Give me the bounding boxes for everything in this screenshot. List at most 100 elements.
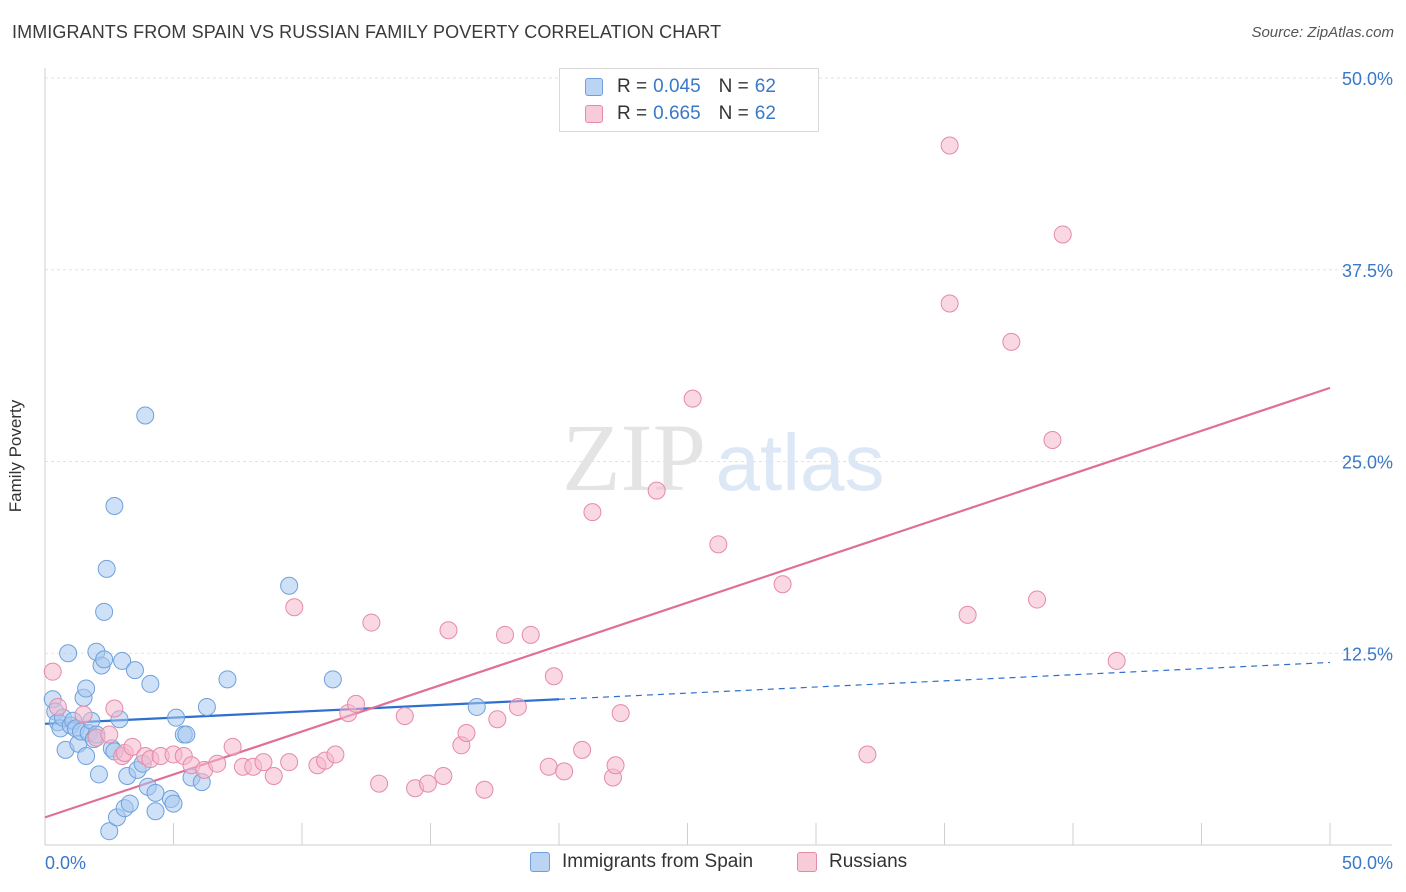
- point-russians: [418, 774, 437, 793]
- point-russians: [74, 705, 93, 724]
- bottom-legend-swatch-russians: [797, 852, 817, 872]
- point-spain: [89, 765, 108, 784]
- legend-r-value: 0.045: [653, 76, 701, 97]
- point-russians: [573, 740, 592, 759]
- legend-swatch-spain: [585, 78, 603, 96]
- point-russians: [521, 625, 540, 644]
- point-spain: [177, 725, 196, 744]
- point-russians: [208, 754, 227, 773]
- point-spain: [95, 650, 114, 669]
- point-spain: [97, 559, 116, 578]
- point-russians: [280, 753, 299, 772]
- point-russians: [555, 762, 574, 781]
- point-spain: [100, 822, 119, 841]
- point-russians: [709, 535, 728, 554]
- point-russians: [683, 389, 702, 408]
- point-russians: [539, 757, 558, 776]
- point-russians: [105, 699, 124, 718]
- point-spain: [197, 697, 216, 716]
- legend-r-label: R =: [617, 76, 648, 97]
- point-russians: [1107, 651, 1126, 670]
- x-tick-label-max: 50.0%: [1342, 853, 1393, 873]
- point-spain: [95, 602, 114, 621]
- point-spain: [141, 674, 160, 693]
- point-russians: [439, 621, 458, 640]
- point-russians: [958, 605, 977, 624]
- trendline-spain-dashed: [558, 661, 1331, 700]
- bottom-legend-spain: Immigrants from Spain: [530, 851, 753, 873]
- point-russians: [858, 745, 877, 764]
- point-russians: [488, 710, 507, 729]
- point-spain: [59, 644, 78, 663]
- axes: [44, 68, 1392, 846]
- gridlines: [45, 77, 1392, 654]
- point-russians: [606, 756, 625, 775]
- x-tick-label-min: 0.0%: [45, 853, 86, 873]
- chart-title: IMMIGRANTS FROM SPAIN VS RUSSIAN FAMILY …: [12, 22, 722, 42]
- point-russians: [264, 766, 283, 785]
- point-russians: [123, 737, 142, 756]
- point-russians: [370, 774, 389, 793]
- legend-r-value: 0.665: [653, 103, 701, 124]
- point-russians: [940, 294, 959, 313]
- legend-r-label: R =: [617, 103, 648, 124]
- point-spain: [218, 670, 237, 689]
- point-spain: [167, 708, 186, 727]
- point-spain: [105, 496, 124, 515]
- point-russians: [611, 704, 630, 723]
- point-spain: [467, 697, 486, 716]
- legend-n-label: N =: [718, 103, 749, 124]
- point-spain: [125, 661, 144, 680]
- point-russians: [395, 707, 414, 726]
- y-tick-label: 25.0%: [1342, 453, 1393, 473]
- legend-n-value: 62: [754, 103, 776, 124]
- point-russians: [48, 697, 67, 716]
- point-russians: [254, 753, 273, 772]
- point-russians: [1002, 332, 1021, 351]
- watermark-atlas: atlas: [716, 418, 885, 507]
- point-russians: [43, 662, 62, 681]
- legend-row-russians: R = 0.665 N = 62: [585, 102, 776, 126]
- point-spain: [323, 670, 342, 689]
- point-spain: [77, 747, 96, 766]
- point-russians: [647, 481, 666, 500]
- watermark: ZIP atlas: [562, 404, 884, 511]
- point-russians: [940, 136, 959, 155]
- point-russians: [285, 598, 304, 617]
- point-russians: [508, 697, 527, 716]
- point-spain: [120, 794, 139, 813]
- y-tick-label: 50.0%: [1342, 69, 1393, 89]
- point-russians: [457, 724, 476, 743]
- point-russians: [544, 667, 563, 686]
- source-label: Source: ZipAtlas.com: [1251, 24, 1394, 41]
- point-russians: [475, 780, 494, 799]
- legend-row-spain: R = 0.045 N = 62: [585, 75, 776, 99]
- tick-labels: 12.5% 25.0% 37.5% 50.0% 0.0% 50.0%: [45, 69, 1393, 873]
- point-spain: [280, 576, 299, 595]
- y-tick-label: 37.5%: [1342, 261, 1393, 281]
- correlation-legend: R = 0.045 N = 62 R = 0.665 N = 62: [559, 68, 819, 132]
- point-spain: [113, 651, 132, 670]
- point-russians: [100, 725, 119, 744]
- point-russians: [326, 745, 345, 764]
- legend-swatch-russians: [585, 105, 603, 123]
- point-russians: [346, 694, 365, 713]
- bottom-legend-russians: Russians: [797, 851, 907, 873]
- legend-n-label: N =: [718, 76, 749, 97]
- point-russians: [773, 575, 792, 594]
- data-points: [43, 136, 1126, 841]
- point-russians: [1028, 590, 1047, 609]
- point-russians: [434, 766, 453, 785]
- point-russians: [362, 613, 381, 632]
- bottom-legend-label-russians: Russians: [829, 851, 908, 872]
- point-spain: [146, 783, 165, 802]
- watermark-zip: ZIP: [562, 404, 706, 511]
- point-spain: [77, 679, 96, 698]
- point-spain: [146, 802, 165, 821]
- point-spain: [164, 794, 183, 813]
- point-russians: [583, 503, 602, 522]
- trendline-russians: [44, 386, 1331, 819]
- point-russians: [223, 737, 242, 756]
- point-spain: [136, 406, 155, 425]
